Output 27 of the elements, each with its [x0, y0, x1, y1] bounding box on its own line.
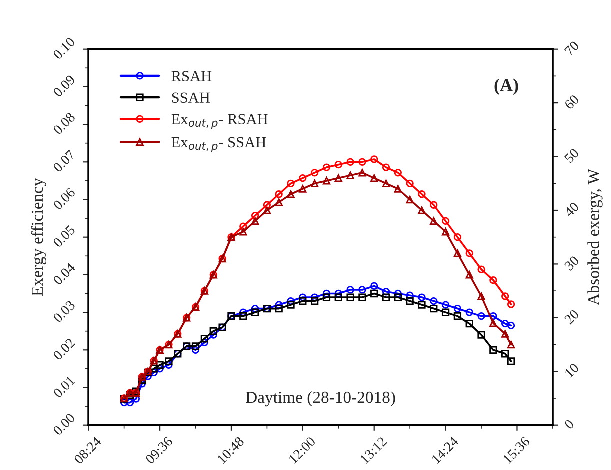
- y2-tick-label: 30: [564, 256, 580, 272]
- legend-label: RSAH: [172, 71, 212, 82]
- y-tick-label: 0.05: [52, 224, 76, 248]
- y-tick-label: 0.09: [52, 74, 76, 98]
- legend-label: SSAH: [172, 92, 210, 104]
- legend-label: Ex$_{out,p}$- RSAH: [172, 114, 268, 130]
- y-tick-label: 0.07: [52, 150, 76, 173]
- annotation: Daytime (28-10-2018): [246, 391, 396, 407]
- y-tick-label: 0.00: [52, 412, 76, 436]
- y-tick-label: 0.03: [52, 300, 76, 324]
- annotation: (A): [494, 78, 518, 96]
- y2-tick-label: 20: [564, 309, 580, 325]
- y2-tick-label: 60: [564, 94, 580, 110]
- y-tick-label: 0.01: [52, 376, 76, 398]
- y2-tick-label: 10: [564, 362, 580, 378]
- y-axis-title: Exergy efficiency: [31, 178, 47, 296]
- y2-tick-label: 0: [564, 419, 575, 430]
- legend-label: Ex$_{out,p}$- SSAH: [172, 137, 266, 152]
- y2-tick-label: 70: [564, 40, 580, 56]
- y2-tick-label: 50: [564, 148, 580, 164]
- y-tick-label: 0.04: [52, 262, 76, 286]
- y-tick-label: 0.10: [52, 36, 76, 60]
- y-tick-label: 0.06: [52, 187, 76, 210]
- y-tick-label: 0.02: [52, 338, 76, 361]
- y2-axis-title: Absorbed exergy, W: [588, 169, 603, 306]
- y2-tick-label: 40: [564, 202, 580, 218]
- y-tick-label: 0.08: [52, 112, 76, 136]
